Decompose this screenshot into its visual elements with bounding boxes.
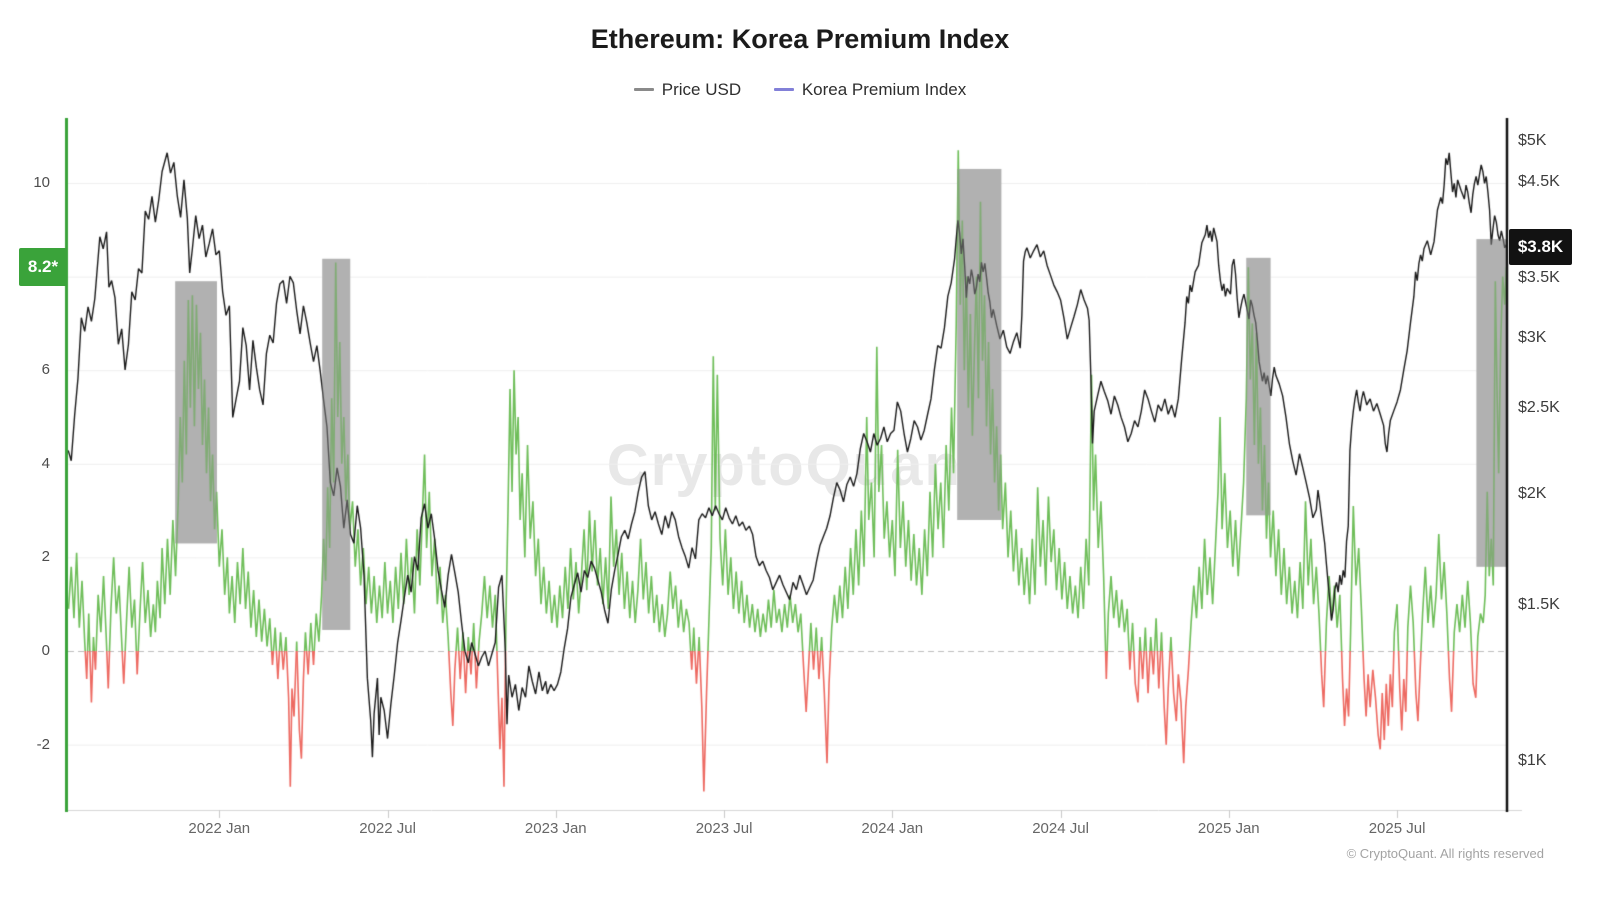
y-axis-left-tick-6: 6 [41, 361, 50, 379]
legend-label-korea-premium-index: Korea Premium Index [801, 79, 967, 99]
latest-price-value-badge: $3.8K [1509, 229, 1572, 265]
copyright-notice: © CryptoQuant. All rights reserved [1346, 846, 1544, 861]
x-axis-tick-2022 Jan: 2022 Jan [188, 820, 251, 837]
x-axis-tick-2024 Jan: 2024 Jan [861, 820, 924, 837]
x-axis-tick-2024 Jul: 2024 Jul [1032, 820, 1089, 837]
x-axis-tick-2025 Jul: 2025 Jul [1368, 820, 1426, 837]
y-axis-right-tick-$5K: $5K [1518, 132, 1547, 149]
y-axis-right-tick-$2.5K: $2.5K [1518, 399, 1560, 417]
y-axis-right-tick-$3.5K: $3.5K [1518, 269, 1560, 287]
y-axis-right-tick-$2K: $2K [1518, 484, 1547, 502]
y-axis-right-tick-$1K: $1K [1518, 752, 1547, 769]
y-axis-right-tick-$1.5K: $1.5K [1518, 595, 1560, 613]
x-axis-tick-2022 Jul: 2022 Jul [359, 820, 416, 837]
latest-premium-value-badge: 8.2* [19, 248, 67, 286]
y-axis-right-tick-$3K: $3K [1518, 328, 1547, 346]
y-axis-left-tick-2: 2 [41, 548, 50, 566]
legend-item-price-usd[interactable]: Price USD [633, 79, 742, 100]
x-axis-tick-2023 Jan: 2023 Jan [524, 820, 587, 837]
price-usd-legend-dash-icon [633, 88, 654, 91]
legend-label-price-usd: Price USD [661, 79, 742, 99]
y-axis-left-tick-10: 10 [33, 174, 50, 191]
chart-title: Ethereum: Korea Premium Index [590, 24, 1010, 54]
legend: Price USD Korea Premium Index [0, 76, 1600, 100]
x-axis-tick-2023 Jul: 2023 Jul [695, 820, 753, 837]
y-axis-left-tick-4: 4 [41, 454, 50, 472]
y-axis-right-tick-$4.5K: $4.5K [1518, 172, 1560, 190]
y-axis-left-tick--2: -2 [36, 735, 50, 753]
y-axis-left-tick-0: 0 [41, 642, 50, 659]
legend-item-korea-premium-index[interactable]: Korea Premium Index [773, 79, 967, 100]
korea-premium-legend-dash-icon [773, 88, 794, 91]
x-axis-tick-2025 Jan: 2025 Jan [1197, 820, 1260, 837]
